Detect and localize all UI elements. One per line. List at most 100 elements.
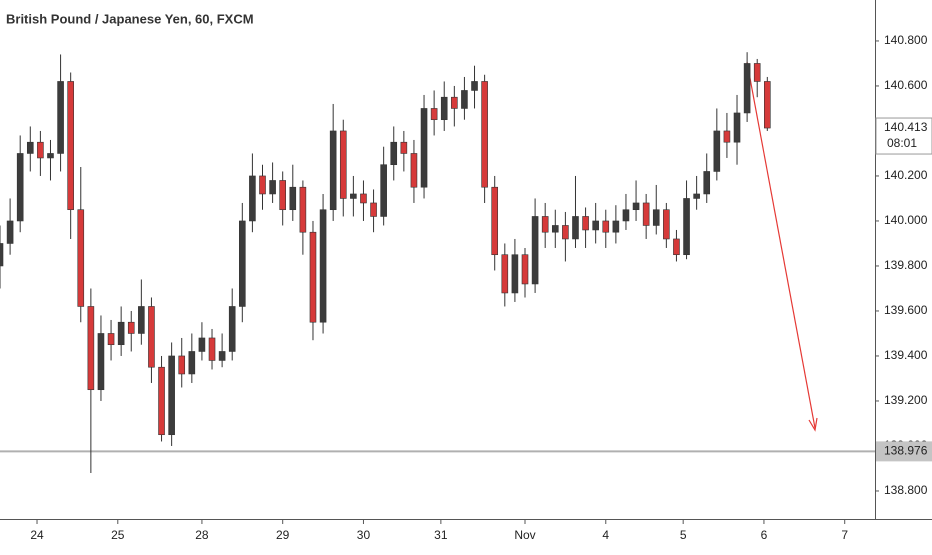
candle-body <box>743 63 751 114</box>
candle-body <box>642 202 650 226</box>
candle-body <box>430 108 438 121</box>
candle-body <box>764 81 771 129</box>
candle-body <box>37 141 44 159</box>
candle-body <box>582 216 589 231</box>
x-tick-label: 31 <box>434 528 448 542</box>
candle-body <box>521 254 529 285</box>
candle-body <box>562 225 569 240</box>
x-tick-label: Nov <box>514 528 535 542</box>
candle-body <box>329 130 337 211</box>
candle-body <box>259 175 266 195</box>
candle-body <box>733 112 741 143</box>
candle-body <box>390 141 398 166</box>
x-tick-label: 30 <box>357 528 371 542</box>
trend-arrow <box>746 61 816 429</box>
x-tick-label: 6 <box>761 528 768 542</box>
candle-body <box>612 220 620 233</box>
candle-body <box>360 193 367 204</box>
y-tick-label: 139.800 <box>884 258 928 272</box>
x-tick-label: 7 <box>841 528 848 542</box>
candle-body <box>269 180 276 195</box>
candle-body <box>228 306 236 352</box>
last-price-box <box>875 117 932 155</box>
candle-body <box>451 96 458 109</box>
candle-body <box>107 333 115 346</box>
y-tick-label: 140.600 <box>884 78 928 92</box>
candle-body <box>97 333 105 391</box>
y-tick-label: 139.400 <box>884 348 928 362</box>
x-tick-label: 24 <box>30 528 44 542</box>
chart-title: British Pound / Japanese Yen, 60, FXCM <box>6 11 254 26</box>
candle-body <box>602 220 610 233</box>
y-tick-label: 139.200 <box>884 393 928 407</box>
countdown-label: 08:01 <box>887 136 917 150</box>
candle-body <box>239 220 246 307</box>
candle-body <box>551 225 559 233</box>
candle-body <box>440 96 448 121</box>
candle-body <box>471 81 478 91</box>
candle-body <box>683 198 690 256</box>
candle-body <box>380 164 387 217</box>
x-tick-label: 4 <box>602 528 609 542</box>
candle-body <box>663 209 670 240</box>
candle-body <box>57 81 64 154</box>
candle-body <box>592 220 599 231</box>
candle-body <box>127 321 135 334</box>
candle-body <box>16 153 24 222</box>
x-tick-label: 25 <box>111 528 125 542</box>
candle-body <box>47 153 54 159</box>
candle-body <box>339 130 347 199</box>
candle-body <box>501 254 509 294</box>
candle-body <box>491 186 499 256</box>
y-tick-label: 140.200 <box>884 168 928 182</box>
candle-body <box>138 306 145 334</box>
candle-body <box>208 337 216 361</box>
candle-body <box>572 216 579 240</box>
candle-body <box>6 220 14 244</box>
candle-body <box>511 254 519 294</box>
candle-body <box>198 337 206 352</box>
candle-body <box>531 216 539 285</box>
candle-body <box>622 209 630 222</box>
candle-body <box>713 130 721 172</box>
y-tick-label: 139.600 <box>884 303 928 317</box>
candle-body <box>87 306 95 391</box>
candle-body <box>461 90 468 109</box>
level-label: 138.976 <box>884 444 928 458</box>
candle-body <box>77 209 85 307</box>
x-tick-label: 5 <box>680 528 687 542</box>
candle-body <box>148 306 155 368</box>
candle-body <box>289 186 297 211</box>
y-tick-label: 140.800 <box>884 33 928 47</box>
candle-body <box>481 81 488 188</box>
candle-body <box>188 351 196 375</box>
trend-arrow-head <box>808 417 818 432</box>
candle-body <box>693 193 700 199</box>
candle-body <box>249 175 256 222</box>
candle-body <box>26 141 34 154</box>
last-price-label: 140.413 <box>884 120 928 134</box>
y-tick-label: 138.800 <box>884 483 928 497</box>
candle-body <box>652 209 660 226</box>
candle-body <box>279 180 286 211</box>
candle-body <box>309 231 317 323</box>
candle-body <box>410 153 418 188</box>
candle-body <box>673 238 680 256</box>
candle-body <box>400 141 408 154</box>
candle-body <box>299 186 307 233</box>
candle-body <box>703 171 711 195</box>
candle-body <box>158 366 165 436</box>
candle-body <box>723 130 731 143</box>
candle-body <box>178 355 186 375</box>
candle-body <box>168 355 175 436</box>
candle-body <box>370 202 377 217</box>
level-label-box <box>876 441 932 462</box>
candle-body <box>319 209 327 323</box>
x-tick-label: 29 <box>276 528 290 542</box>
candle-body <box>753 63 761 82</box>
candle-body <box>218 351 226 361</box>
y-tick-label: 140.000 <box>884 213 928 227</box>
candle-body <box>350 193 357 199</box>
candle-body <box>420 108 428 188</box>
